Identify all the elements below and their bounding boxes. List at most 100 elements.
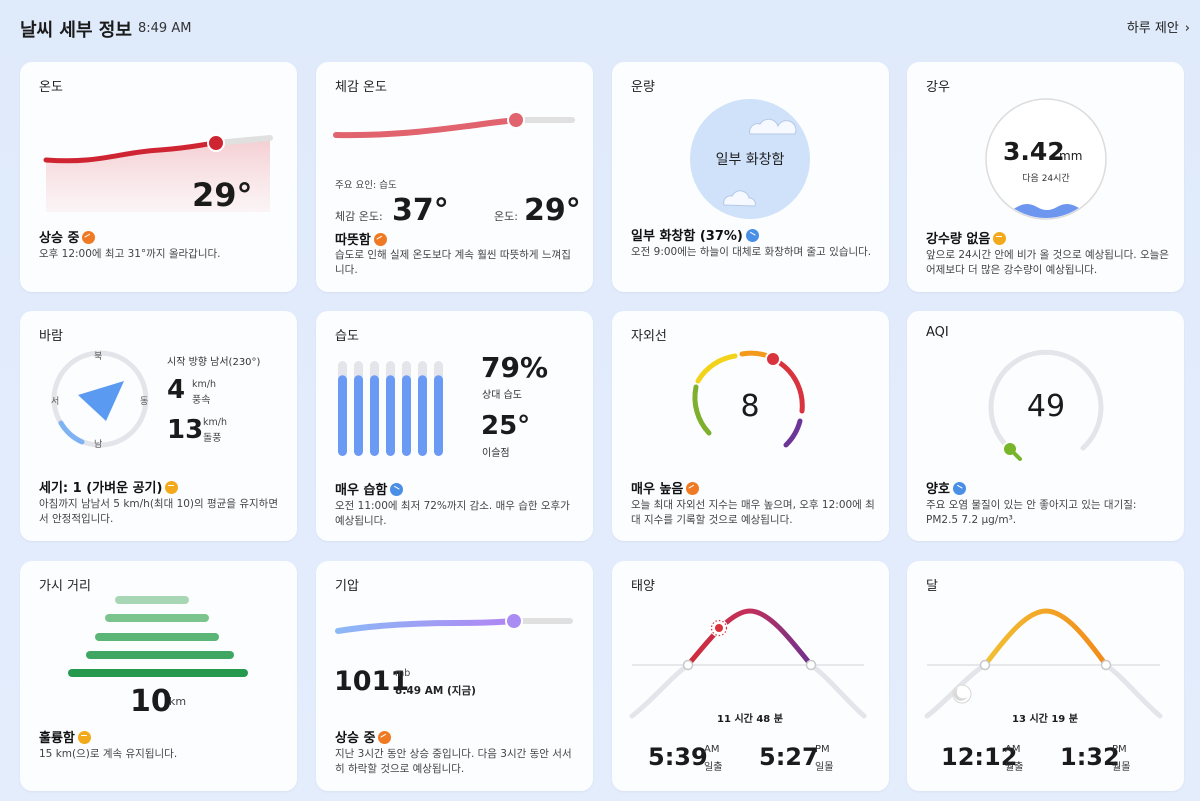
dew-point-value: 25° [481,411,531,441]
moonset-ampm: PM [1112,744,1127,755]
trend-flat-icon [165,481,179,494]
sun-card[interactable]: 태양 11 시간 48 분 5:39 AM 일출 5:27 PM 일몰 [612,561,889,791]
aqi-status: 양호 [926,478,966,497]
humidity-desc: 오전 11:00에 최저 72%까지 감소. 매우 습한 오후가 예상됩니다. [335,500,570,527]
day-suggestion-label: 하루 제안 [1126,21,1179,36]
trend-up-icon [686,482,700,495]
uv-gauge [692,350,805,448]
uv-segment-low [692,384,712,436]
feels-label: 체감 온도: [335,210,383,223]
moonrise-marker [979,659,991,671]
moon-path-hidden [1103,662,1163,719]
wind-speed-unit: km/h [192,379,216,390]
rain-gauge [985,98,1107,220]
rain-amount: 3.42 [1003,137,1065,166]
temperature-desc: 오후 12:00에 최고 31°까지 올라갑니다. [39,248,221,260]
dew-point-label: 이슬점 [482,448,510,459]
temperature-status: 상승 중 [39,227,96,246]
feels-current-dot [507,111,525,129]
cloud-desc: 오전 9:00에는 하늘이 대체로 화창하며 줄고 있습니다. [631,246,872,258]
humidity-card[interactable]: 습도 79% 상대 습도 25° 이슬점 매우 습함 오전 11:00에 최저 … [316,311,593,541]
visibility-card[interactable]: 가시 거리 10 km 훌륭함 15 km(으)로 계속 유지됩니다. [20,561,297,791]
humidity-bar [338,375,347,456]
moonset-time: 1:32 [1060,743,1120,771]
wind-direction-arrow [78,381,124,421]
wind-gust-label: 돌풍 [203,433,222,444]
visibility-chart [68,596,248,677]
card-title: 자외선 [631,329,667,344]
moonrise-ampm: AM [1005,744,1021,755]
feels-like-chart [333,111,575,139]
wind-card[interactable]: 바람 북 남 서 동 시작 방향 남서(230°) 4 km/h 풍속 13 k… [20,311,297,541]
aqi-desc: 주요 오염 물질이 있는 안 좋아지고 있는 대기질: PM2.5 7.2 µg… [926,499,1137,526]
temperature-future-line [213,135,273,146]
wind-compass [51,350,149,448]
moon-path-visible [982,608,1109,668]
compass-west: 서 [51,397,60,407]
moon-icon [952,684,972,704]
feels-status: 따뜻함 [335,229,387,248]
trend-down-icon [390,483,404,496]
sunset-time: 5:27 [759,743,819,771]
card-title: 태양 [631,579,655,594]
feels-factor: 주요 요인: 습도 [335,180,397,191]
cloud-cover-card[interactable]: 운량 일부 화창함 일부 화창함 (37%) 오전 9:00에는 하늘이 대체로… [612,62,889,292]
humidity-bar [434,375,443,456]
wind-range-arc [58,420,85,445]
uv-card[interactable]: 자외선 8 매우 높음 오늘 최대 자외선 지수는 매우 높으며, 오후 12:… [612,311,889,541]
sunrise-marker [682,659,694,671]
compass-north: 북 [94,352,103,362]
rain-gauge-circle [985,98,1107,220]
trend-up-icon [378,731,392,744]
feels-like-card[interactable]: 체감 온도 주요 요인: 습도 체감 온도: 37° 온도: 29° 따뜻함 습… [316,62,593,292]
sunrise-label: 일출 [704,762,723,773]
pressure-line [335,618,517,634]
temperature-chart [43,134,273,212]
compass-ring [51,350,149,448]
uv-current-dot [765,351,781,367]
uv-status: 매우 높음 [631,478,700,497]
sun-path-night [629,662,691,719]
moon-card[interactable]: 달 13 시간 19 분 12:12 AM 월출 1:32 PM 월몰 [907,561,1184,791]
sun-path-day [685,608,814,668]
humidity-label: 상대 습도 [482,390,522,401]
humidity-bar [386,375,395,456]
wind-desc: 아침까지 남남서 5 km/h(최대 10)의 평균을 유지하면서 안정적입니다… [39,498,278,525]
moon-path-chart [924,608,1163,719]
trend-up-icon [373,233,387,246]
moonrise-label: 월출 [1005,762,1024,773]
wind-status: 세기: 1 (가벼운 공기) [39,477,179,496]
temperature-line [43,140,219,164]
wind-gust: 13 [167,415,204,445]
status-text: 세기: 1 (가벼운 공기) [39,481,163,496]
day-suggestion-link[interactable]: 하루 제안 › [1127,17,1190,36]
humidity-bar [370,375,379,456]
cloud-center-label: 일부 화창함 [715,152,785,168]
humidity-value: 79% [481,351,549,384]
aqi-ring [988,349,1104,451]
card-title: 체감 온도 [335,80,387,95]
card-title: 운량 [631,80,655,95]
header: 날씨 세부 정보 8:49 AM 하루 제안 › [20,14,1190,42]
trend-down-icon [745,229,759,242]
status-text: 따뜻함 [335,233,371,248]
rain-period: 다음 24시간 [1022,174,1070,184]
aqi-card[interactable]: AQI 49 양호 주요 오염 물질이 있는 안 좋아지고 있는 대기질: PM… [907,311,1184,541]
status-text: 양호 [926,482,950,497]
cloud-icon [723,190,756,207]
sunset-ampm: PM [815,744,830,755]
page-title: 날씨 세부 정보 [20,20,132,41]
pressure-card[interactable]: 기압 1011 mb 8:49 AM (지금) 상승 중 지난 3시간 동안 상… [316,561,593,791]
feels-value: 37° [392,193,449,228]
humidity-status: 매우 습함 [335,479,404,498]
trend-flat-icon [77,731,91,744]
card-title: 가시 거리 [39,579,91,594]
moonset-label: 월몰 [1112,762,1131,773]
temperature-area [46,138,270,212]
visibility-value: 10 [130,684,172,719]
sunset-label: 일몰 [815,762,834,773]
sunset-marker [805,659,817,671]
rain-card[interactable]: 강우 3.42 mm 다음 24시간 강수량 없음 앞으로 24시간 안에 비가… [907,62,1184,292]
temperature-card[interactable]: 온도 29° 상승 중 오후 12:00에 최고 31°까지 올라갑니다. [20,62,297,292]
actual-temp-value: 29° [524,193,581,228]
